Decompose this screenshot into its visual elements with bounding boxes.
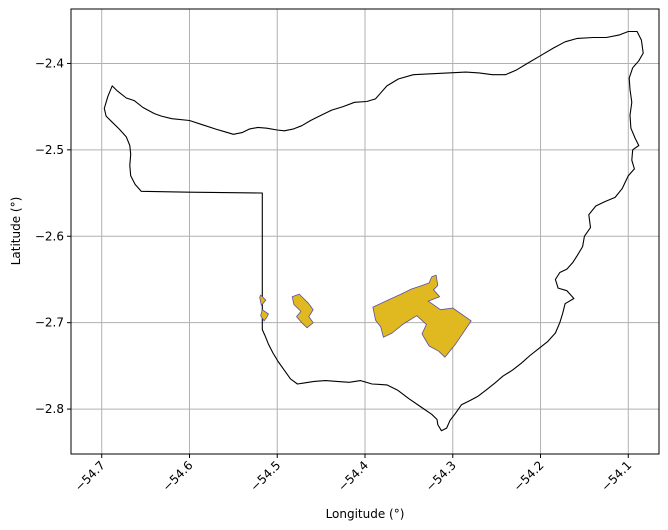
x-tick-label: −54.1 (598, 458, 634, 494)
y-tick-label: −2.8 (35, 402, 64, 416)
highlighted-area (291, 293, 314, 329)
grid-lines (71, 9, 659, 454)
boundary-layer (103, 30, 644, 432)
y-tick-label: −2.4 (35, 56, 64, 70)
region-boundary (103, 30, 644, 432)
y-axis-label: Latitude (°) (9, 197, 23, 266)
x-tick-label: −54.6 (160, 458, 196, 494)
x-tick-label: −54.2 (511, 458, 547, 494)
x-tick-label: −54.5 (247, 458, 283, 494)
y-ticks: −2.4 −2.5 −2.6 −2.7 −2.8 (35, 56, 71, 416)
y-tick-label: −2.7 (35, 316, 64, 330)
x-tick-label: −54.4 (335, 458, 371, 494)
highlighted-area (259, 294, 267, 306)
y-tick-label: −2.6 (35, 229, 64, 243)
x-axis-label: Longitude (°) (326, 507, 405, 521)
highlighted-area (372, 274, 472, 358)
y-tick-label: −2.5 (35, 143, 64, 157)
x-tick-label: −54.3 (423, 458, 459, 494)
areas-layer (259, 274, 472, 358)
highlighted-area (260, 309, 269, 322)
x-tick-label: −54.7 (72, 458, 108, 494)
x-ticks: −54.7 −54.6 −54.5 −54.4 −54.3 −54.2 −54.1 (72, 454, 634, 494)
